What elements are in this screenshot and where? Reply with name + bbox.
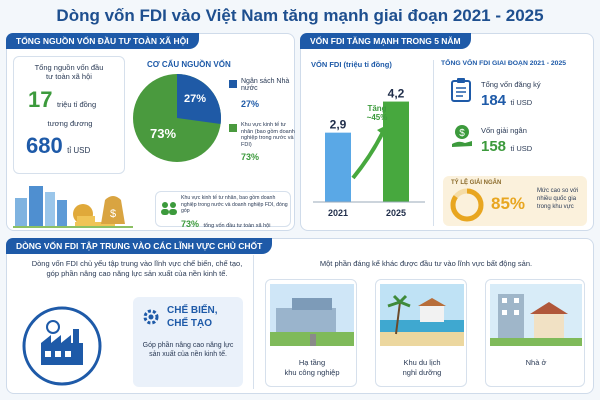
rate-value: 85% [491,194,526,213]
bar-2021 [325,132,351,202]
private-note-card: Khu vực kinh tế tư nhân, bao gồm doanh n… [155,191,291,229]
panel-header: VỐN FDI TĂNG MẠNH TRONG 5 NĂM [300,33,471,49]
total-value: 17 triệu tỉ đồng [28,87,97,112]
chart-label: VỐN FDI (triệu tỉ đồng) [311,60,392,69]
key-sectors-panel: DÒNG VỐN FDI TẬP TRUNG VÀO CÁC LĨNH VỰC … [6,238,594,394]
panel-header: DÒNG VỐN FDI TẬP TRUNG VÀO CÁC LĨNH VỰC … [6,238,273,254]
pie-private-label: 73% [150,126,176,141]
bar-2025 [383,101,409,202]
sector-title: CHẾ BIẾN, CHẾ TẠO [167,305,218,329]
factory-icon [22,306,102,386]
realestate-card-industrial: Hạ tầng khu công nghiệp [265,279,357,387]
svg-text:$: $ [110,208,116,220]
increase-annotation: Tăng ~45% [366,104,388,122]
stats-title: TỔNG VỐN FDI GIAI ĐOẠN 2021 - 2025 [441,60,567,67]
growth-arrow-head [377,124,389,138]
card-label: Hạ tầng khu công nghiệp [284,358,340,377]
disbursed-value: 158 tỉ USD [481,138,533,155]
card-label: Nhà ở [525,358,547,367]
category-label: 2025 [386,208,406,218]
fdi-growth-panel: VỐN FDI TĂNG MẠNH TRONG 5 NĂM VỐN FDI (t… [300,33,594,231]
realestate-card-resort: Khu du lịch nghỉ dưỡng [375,279,467,387]
category-label: 2021 [328,208,348,218]
sector-card: CHẾ BIẾN, CHẾ TẠO Góp phần nâng cao năng… [133,297,243,387]
bar-value-label: 2,9 [330,118,347,132]
housing-image [490,284,582,346]
disbursed-label: Vốn giải ngân [481,126,527,135]
panel-header: TỔNG NGUỒN VỐN ĐẦU TƯ TOÀN XÃ HỘI [6,33,199,49]
industrial-park-image [270,284,354,346]
card-label: Khu du lịch nghỉ dưỡng [402,358,442,377]
note-text: Khu vực kinh tế tư nhân, bao gồm doanh n… [181,195,288,214]
gear-icon [143,309,159,325]
structure-pie: 27% 73% [133,74,222,162]
note-value: 73% tổng vốn đầu tư toàn xã hội [181,219,271,229]
pie-state-label: 27% [184,93,206,105]
registered-label: Tổng vốn đăng ký [481,80,541,89]
rate-donut [450,188,484,222]
money-hand-icon: $ [452,125,472,147]
clipboard-icon [451,78,471,102]
bar-value-label: 4,2 [388,87,405,101]
growth-arrow [351,131,385,180]
registered-value: 184 tỉ USD [481,92,533,109]
people-icon [161,202,177,215]
realestate-card-housing: Nhà ở [485,279,585,387]
fdi-bar-chart: 2,9 2021 4,2 2025 [313,87,425,218]
structure-title: CƠ CẤU NGUỒN VỐN [147,60,231,69]
equiv-label: tương đương [47,119,93,128]
page-title: Dòng vốn FDI vào Việt Nam tăng mạnh giai… [56,6,544,25]
disbursement-rate-card: TỶ LỆ GIẢI NGÂN 85% Mức cao so với nhiều… [443,176,587,226]
rate-note: Mức cao so với nhiều quốc gia trong khu … [537,188,579,210]
total-label: Tổng nguồn vốn đầu tư toàn xã hội [34,63,104,81]
realestate-intro: Một phần đáng kể khác được đầu tư vào lĩ… [319,259,533,268]
total-investment-card: Tổng nguồn vốn đầu tư toàn xã hội 17 tri… [13,56,125,174]
resort-image [380,284,464,346]
svg-text:$: $ [459,128,465,139]
sector-desc: Góp phần nâng cao năng lực sản xuất của … [142,342,234,359]
usd-value: 680 tỉ USD [26,133,91,158]
total-investment-panel: TỔNG NGUỒN VỐN ĐẦU TƯ TOÀN XÃ HỘI Tổng n… [6,33,295,231]
city-illustration: $ [13,186,133,228]
sector-intro: Dòng vốn FDI chủ yếu tập trung vào lĩnh … [31,259,243,279]
